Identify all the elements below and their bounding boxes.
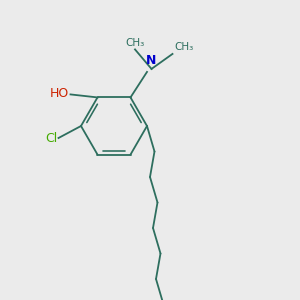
- Text: CH₃: CH₃: [174, 42, 193, 52]
- Text: CH₃: CH₃: [125, 38, 145, 48]
- Text: HO: HO: [50, 87, 69, 100]
- Text: Cl: Cl: [45, 132, 57, 145]
- Text: N: N: [146, 54, 157, 67]
